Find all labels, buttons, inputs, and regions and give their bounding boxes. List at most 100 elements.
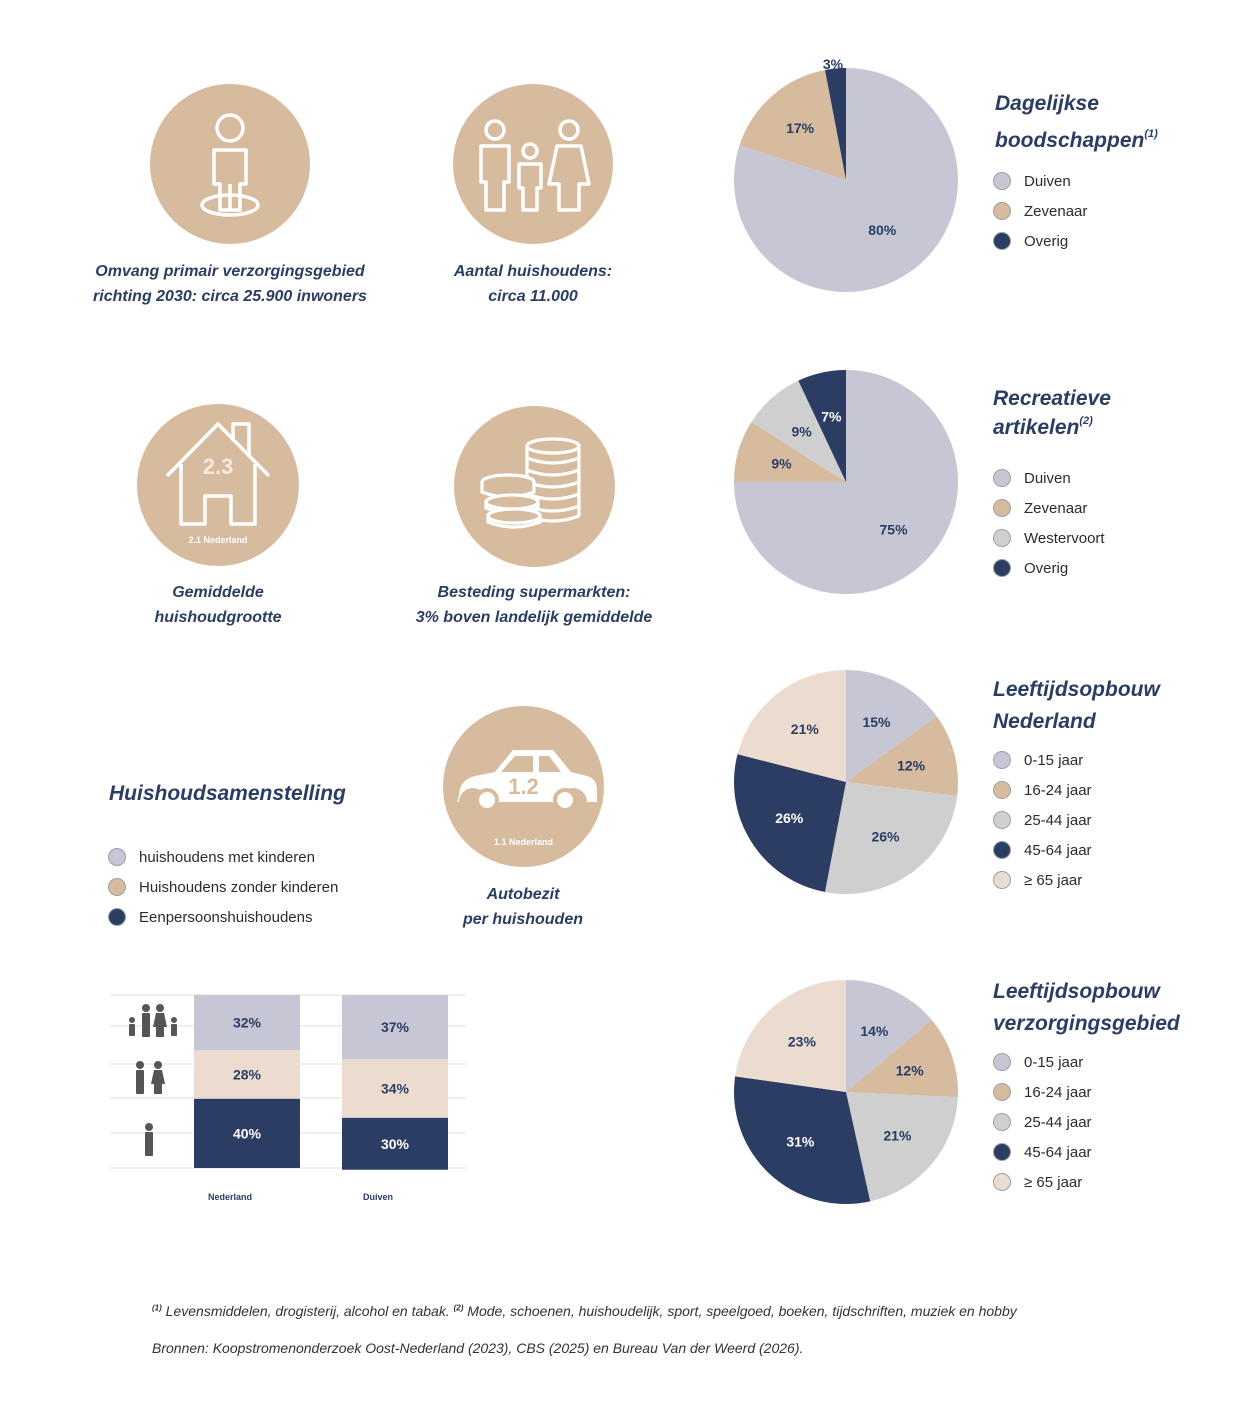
legend-item: 16-24 jaar (993, 1077, 1092, 1107)
stack-bar-segment (342, 995, 448, 1060)
footnote-text: Levensmiddelen, drogisterij, alcohol en … (165, 1303, 450, 1319)
pie-value-label: 21% (883, 1127, 912, 1143)
legend-label: Overig (1024, 559, 1069, 577)
legend-swatch (993, 469, 1011, 487)
caption-line: Aantal huishoudens: (453, 263, 613, 280)
legend-swatch (993, 499, 1011, 517)
legend-swatch (993, 1113, 1011, 1131)
legend-label: huishoudens met kinderen (139, 848, 315, 866)
pie-slice (798, 370, 846, 482)
pie-slice (737, 670, 846, 782)
coins-icon (480, 437, 581, 529)
pie-value-label: 7% (821, 408, 842, 424)
legend-item: Zevenaar (993, 196, 1087, 226)
single-person-icon (145, 1123, 153, 1156)
legend-swatch (108, 848, 126, 866)
legend-swatch (993, 1053, 1011, 1071)
pie-slice (825, 68, 846, 180)
caption-line: Autobezit (486, 886, 560, 903)
title-text: artikelen (993, 416, 1080, 439)
legend-swatch (993, 172, 1011, 190)
pie-value-label: 75% (880, 522, 909, 538)
pie-slice (846, 1092, 958, 1202)
household-stacked-bar-chart: 32% 28% 40% 37% 34% 30% Nederland Duiven (110, 994, 466, 1202)
legend-item: 45-64 jaar (993, 1137, 1092, 1167)
title-line: Leeftijdsopbouw (993, 980, 1160, 1003)
footnote-text: Mode, schoenen, huishoudelijk, sport, sp… (467, 1303, 1017, 1319)
stack-x-labels: Nederland Duiven (208, 1192, 393, 1202)
legend-label: 0-15 jaar (1024, 751, 1084, 769)
pie-chart-daily-groceries: 80% 17% 3% (734, 56, 958, 292)
legend-item: 0-15 jaar (993, 1047, 1092, 1077)
pie-chart-age-catchment: 14% 12% 21% 31% 23% (734, 980, 958, 1204)
stack-x-label: Nederland (208, 1192, 252, 1202)
pie-value-label: 15% (862, 714, 891, 730)
person-standing-icon (200, 113, 260, 217)
stack-bar-value-label: 37% (381, 1019, 410, 1035)
legend-item: Westervoort (993, 523, 1105, 553)
legend-label: ≥ 65 jaar (1024, 1173, 1083, 1191)
legend-item: Huishoudens zonder kinderen (108, 872, 338, 902)
pie-title-recreational: Recreatieve artikelen(2) (993, 386, 1111, 440)
pie-value-label: 23% (788, 1033, 817, 1049)
caption-line: Omvang primair verzorgingsgebied (95, 263, 365, 280)
legend-label: Overig (1024, 232, 1069, 250)
stack-bar-segment (342, 1059, 448, 1118)
pie-title-age-netherlands: Leeftijdsopbouw Nederland (993, 674, 1160, 738)
pie-slice (846, 670, 937, 782)
stack-bar-value-label: 28% (233, 1067, 262, 1083)
household-size-caption: Gemiddelde huishoudgrootte (88, 580, 348, 630)
household-title: Huishoudsamenstelling (109, 782, 346, 805)
caption-line: huishoudgrootte (154, 609, 282, 626)
pie-chart-recreational: 75% 9% 9% 7% (734, 370, 958, 594)
footnote-marker: (2) (453, 1303, 464, 1313)
legend-label: Zevenaar (1024, 202, 1088, 220)
stack-bar-value-label: 32% (233, 1015, 262, 1031)
car-circle: 1.2 1.1 Nederland (443, 706, 604, 867)
household-size-value: 2.3 (202, 454, 234, 479)
legend-swatch (108, 908, 126, 926)
pie-value-label: 9% (791, 424, 812, 440)
legend-item: 0-15 jaar (993, 745, 1092, 775)
pie-value-label: 26% (871, 828, 900, 844)
legend-label: Westervoort (1024, 529, 1105, 547)
legend-label: ≥ 65 jaar (1024, 871, 1083, 889)
legend-swatch (993, 1143, 1011, 1161)
pie-slice (846, 980, 932, 1092)
house-circle: 2.3 2.1 Nederland (137, 404, 299, 566)
coins-circle (454, 406, 615, 567)
legend-swatch (993, 841, 1011, 859)
pie-value-label: 12% (896, 1062, 925, 1078)
legend-item: Eenpersoonshuishoudens (108, 902, 338, 932)
title-line: artikelen(2) (993, 411, 1111, 440)
legend-swatch (993, 559, 1011, 577)
stack-bar-value-label: 30% (381, 1136, 410, 1152)
pie-value-label: 9% (771, 455, 792, 471)
footnote-ref: (2) (1079, 415, 1093, 427)
legend-swatch (993, 529, 1011, 547)
stack-bar-segment (194, 1050, 300, 1099)
pie-slice (751, 380, 846, 482)
legend-item: Overig (993, 553, 1105, 583)
legend-label: 16-24 jaar (1024, 781, 1092, 799)
pie-slice (735, 980, 846, 1092)
legend-item: Duiven (993, 166, 1087, 196)
legend-recreational: Duiven Zevenaar Westervoort Overig (993, 463, 1105, 583)
pie-value-label: 14% (860, 1023, 889, 1039)
legend-label: Eenpersoonshuishoudens (139, 908, 313, 926)
caption-line: per huishouden (463, 911, 583, 928)
title-line: Leeftijdsopbouw (993, 678, 1160, 701)
footnote-marker: (1) (152, 1303, 162, 1313)
stack-bar-segment (194, 1098, 300, 1168)
person-circle (150, 84, 310, 244)
footnote-sources: Bronnen: Koopstromenonderzoek Oost-Neder… (152, 1340, 804, 1356)
legend-label: 45-64 jaar (1024, 1143, 1092, 1161)
legend-item: Duiven (993, 463, 1105, 493)
pie-slice (739, 69, 846, 180)
stack-bars: 32% 28% 40% 37% 34% 30% (194, 995, 448, 1170)
family-icon (479, 119, 591, 212)
legend-daily-groceries: Duiven Zevenaar Overig (993, 166, 1087, 256)
pie-slice (846, 1019, 958, 1098)
pie-title-age-catchment: Leeftijdsopbouw verzorgingsgebied (993, 976, 1180, 1040)
legend-label: Duiven (1024, 172, 1071, 190)
